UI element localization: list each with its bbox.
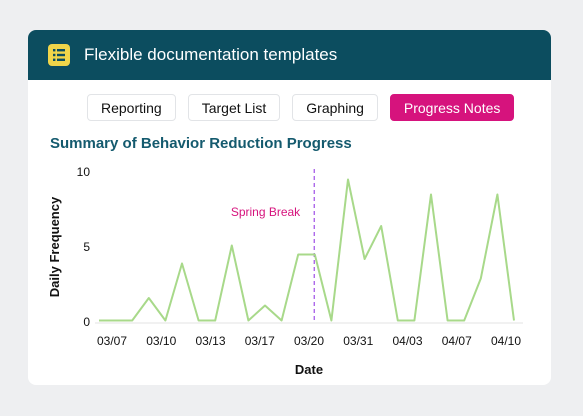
y-axis-label: Daily Frequency (47, 196, 62, 297)
list-document-icon (48, 44, 70, 66)
x-tick-label: 04/03 (392, 334, 422, 348)
y-tick-label: 5 (83, 240, 90, 254)
spring-break-label: Spring Break (231, 205, 301, 219)
x-tick-label: 03/31 (343, 334, 373, 348)
tab-target-list[interactable]: Target List (187, 94, 281, 121)
x-axis-label: Date (295, 362, 323, 377)
card-title: Flexible documentation templates (84, 45, 338, 64)
x-tick-label: 03/17 (245, 334, 275, 348)
x-tick-label: 03/13 (195, 334, 225, 348)
documentation-card: Flexible documentation templates Reporti… (28, 30, 551, 385)
x-tick-label: 04/07 (442, 334, 472, 348)
y-tick-label: 10 (77, 165, 91, 179)
series-line (99, 178, 515, 322)
behavior-line-chart: 0 5 10 Daily Frequency 03/07 03/10 03/13 03/17 0… (47, 165, 523, 377)
tab-graphing[interactable]: Graphing (292, 94, 378, 121)
chart-title: Summary of Behavior Reduction Progress (50, 135, 352, 152)
tab-reporting[interactable]: Reporting (87, 94, 176, 121)
x-tick-label: 03/07 (97, 334, 127, 348)
x-tick-label: 03/20 (294, 334, 324, 348)
x-tick-label: 03/10 (146, 334, 176, 348)
card-header: Flexible documentation templates (28, 30, 551, 80)
tab-progress-notes[interactable]: Progress Notes (389, 94, 515, 121)
tab-bar: Reporting Target List Graphing Progress … (87, 94, 515, 121)
x-tick-label: 04/10 (491, 334, 521, 348)
y-tick-label: 0 (83, 315, 90, 329)
